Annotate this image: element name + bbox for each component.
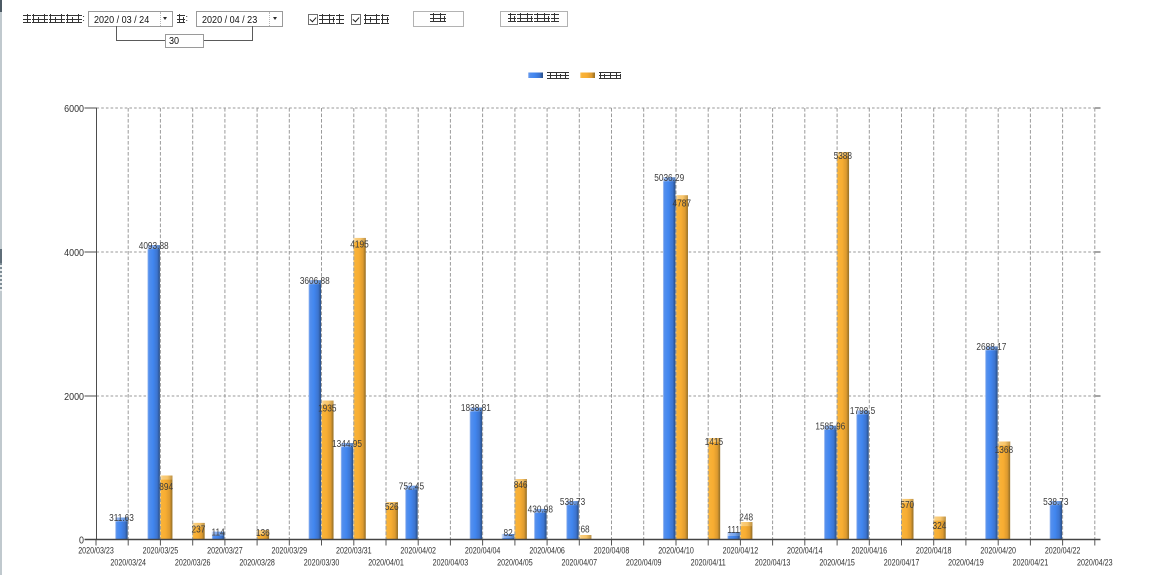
svg-text:570: 570	[900, 499, 914, 510]
svg-text:752.45: 752.45	[399, 481, 424, 492]
svg-text:526: 526	[385, 501, 399, 512]
svg-text:2020/04/21: 2020/04/21	[1013, 556, 1049, 567]
svg-text:2020/04/05: 2020/04/05	[497, 556, 533, 567]
svg-text:1935: 1935	[318, 403, 336, 414]
svg-text:2020/04/06: 2020/04/06	[529, 544, 565, 555]
svg-text:114: 114	[212, 527, 225, 538]
svg-text:846: 846	[514, 479, 528, 490]
svg-text:2020/04/23: 2020/04/23	[1077, 556, 1113, 567]
svg-text:2020/04/15: 2020/04/15	[819, 556, 855, 567]
svg-text:248: 248	[739, 512, 753, 523]
svg-text:0: 0	[79, 535, 84, 547]
svg-text:136: 136	[256, 527, 270, 538]
svg-text:2020/04/20: 2020/04/20	[980, 544, 1016, 555]
svg-text:1798.5: 1798.5	[850, 405, 875, 416]
svg-text:111: 111	[727, 524, 740, 535]
svg-text:2020/04/07: 2020/04/07	[562, 556, 598, 567]
svg-text:2020/04/08: 2020/04/08	[594, 544, 630, 555]
svg-text:2020/04/17: 2020/04/17	[884, 556, 920, 567]
svg-text:2688.17: 2688.17	[976, 341, 1006, 352]
svg-text:2020/04/19: 2020/04/19	[948, 556, 984, 567]
svg-text:2020/03/26: 2020/03/26	[175, 556, 211, 567]
svg-text:2020/04/03: 2020/04/03	[433, 556, 469, 567]
svg-text:3606.88: 3606.88	[300, 275, 330, 286]
svg-text:894: 894	[159, 482, 173, 493]
svg-text:2020/03/28: 2020/03/28	[239, 556, 275, 567]
svg-text:311.63: 311.63	[109, 512, 134, 523]
svg-text:2020/04/16: 2020/04/16	[852, 544, 888, 555]
svg-text:2020/04/12: 2020/04/12	[723, 544, 759, 555]
svg-text:1368: 1368	[995, 444, 1013, 455]
svg-text:68: 68	[580, 524, 589, 535]
svg-text:538.73: 538.73	[560, 496, 585, 507]
svg-text:2020/04/14: 2020/04/14	[787, 544, 823, 555]
svg-text:2000: 2000	[64, 391, 84, 403]
svg-text:82: 82	[504, 527, 513, 538]
svg-text:2020/04/01: 2020/04/01	[368, 556, 404, 567]
svg-text:2020/04/09: 2020/04/09	[626, 556, 662, 567]
svg-text:2020/03/27: 2020/03/27	[207, 544, 243, 555]
svg-text:5388: 5388	[834, 150, 852, 161]
svg-text:2020/03/30: 2020/03/30	[304, 556, 340, 567]
svg-text:2020/04/22: 2020/04/22	[1045, 544, 1081, 555]
svg-text:4787: 4787	[672, 198, 690, 209]
svg-text:237: 237	[191, 524, 205, 535]
svg-text:2020/03/29: 2020/03/29	[272, 544, 308, 555]
svg-text:4093.88: 4093.88	[139, 240, 169, 251]
svg-text:1838.81: 1838.81	[461, 403, 491, 414]
svg-text:6000: 6000	[64, 103, 84, 115]
svg-text:2020/04/02: 2020/04/02	[400, 544, 436, 555]
svg-text:2020/04/10: 2020/04/10	[658, 544, 694, 555]
svg-text:2020/04/04: 2020/04/04	[465, 544, 501, 555]
svg-text:2020/04/13: 2020/04/13	[755, 556, 791, 567]
svg-text:2020/04/18: 2020/04/18	[916, 544, 952, 555]
svg-text:1344.95: 1344.95	[332, 438, 362, 449]
svg-text:2020/03/25: 2020/03/25	[143, 544, 179, 555]
svg-text:2020/03/31: 2020/03/31	[336, 544, 372, 555]
svg-text:1585.96: 1585.96	[815, 421, 845, 432]
svg-text:324: 324	[933, 520, 947, 531]
svg-text:5036.29: 5036.29	[654, 172, 684, 183]
svg-text:4000: 4000	[64, 247, 84, 259]
svg-text:2020/03/23: 2020/03/23	[78, 544, 114, 555]
svg-text:1415: 1415	[705, 436, 723, 447]
svg-text:2020/04/11: 2020/04/11	[691, 556, 726, 567]
svg-text:4195: 4195	[350, 239, 368, 250]
svg-text:430.98: 430.98	[528, 504, 553, 515]
svg-text:538.73: 538.73	[1043, 496, 1068, 507]
svg-text:2020/03/24: 2020/03/24	[110, 556, 146, 567]
